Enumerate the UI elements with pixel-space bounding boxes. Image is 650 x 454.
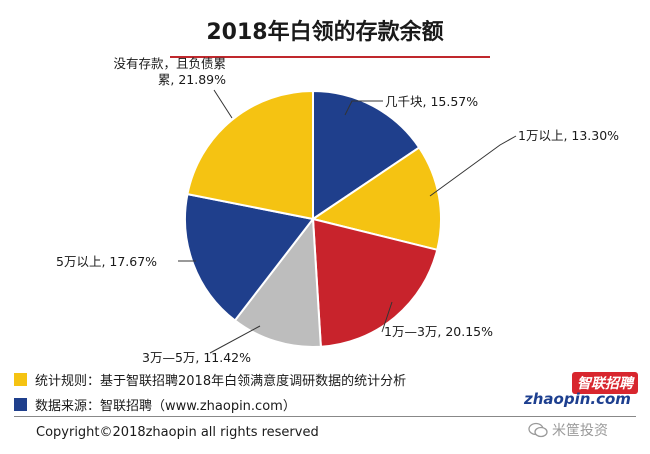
leader-line	[209, 325, 261, 354]
slice-label: 5万以上, 17.67%	[56, 254, 157, 269]
pie-slice	[310, 146, 442, 252]
legend-rule: 统计规则：基于智联招聘2018年白领满意度调研数据的统计分析	[14, 370, 406, 389]
leader-line	[381, 301, 393, 333]
leader-line	[429, 135, 517, 197]
chart-title: 2018年白领的存款余额	[206, 20, 444, 45]
legend-source-swatch	[14, 398, 27, 411]
legend-rule-swatch	[14, 373, 27, 386]
slice-label: 1万—3万, 20.15%	[384, 324, 493, 339]
slice-label: 3万—5万, 11.42%	[142, 350, 251, 365]
watermark-text: 米筐投资	[552, 423, 608, 439]
slice-label: 几千块, 15.57%	[385, 94, 478, 109]
pie-slice	[184, 192, 315, 322]
copyright-text: Copyright©2018zhaopin all rights reserve…	[36, 425, 319, 440]
legend-source: 数据来源：智联招聘（www.zhaopin.com）	[14, 395, 296, 414]
slice-label: 没有存款，且负债累累, 21.89%	[113, 56, 226, 87]
wechat-icon	[528, 422, 548, 438]
footer-divider	[14, 416, 636, 417]
watermark: 米筐投资	[528, 420, 608, 440]
legend-rule-text: 统计规则：基于智联招聘2018年白领满意度调研数据的统计分析	[35, 374, 407, 389]
zhaopin-logo: 智联招聘 zhaopin.com	[524, 372, 642, 408]
legend-source-text: 数据来源：智联招聘（www.zhaopin.com）	[35, 399, 296, 414]
logo-en: zhaopin.com	[524, 390, 631, 408]
pie-slice	[186, 89, 314, 221]
leader-line	[213, 89, 233, 119]
pie-slice	[312, 89, 421, 221]
title-underline	[170, 56, 490, 58]
pie-slice	[311, 217, 439, 348]
logo-cn: 智联招聘	[572, 372, 638, 394]
leader-line	[344, 100, 383, 116]
pie-slice	[233, 216, 322, 348]
slice-label: 1万以上, 13.30%	[518, 128, 619, 143]
